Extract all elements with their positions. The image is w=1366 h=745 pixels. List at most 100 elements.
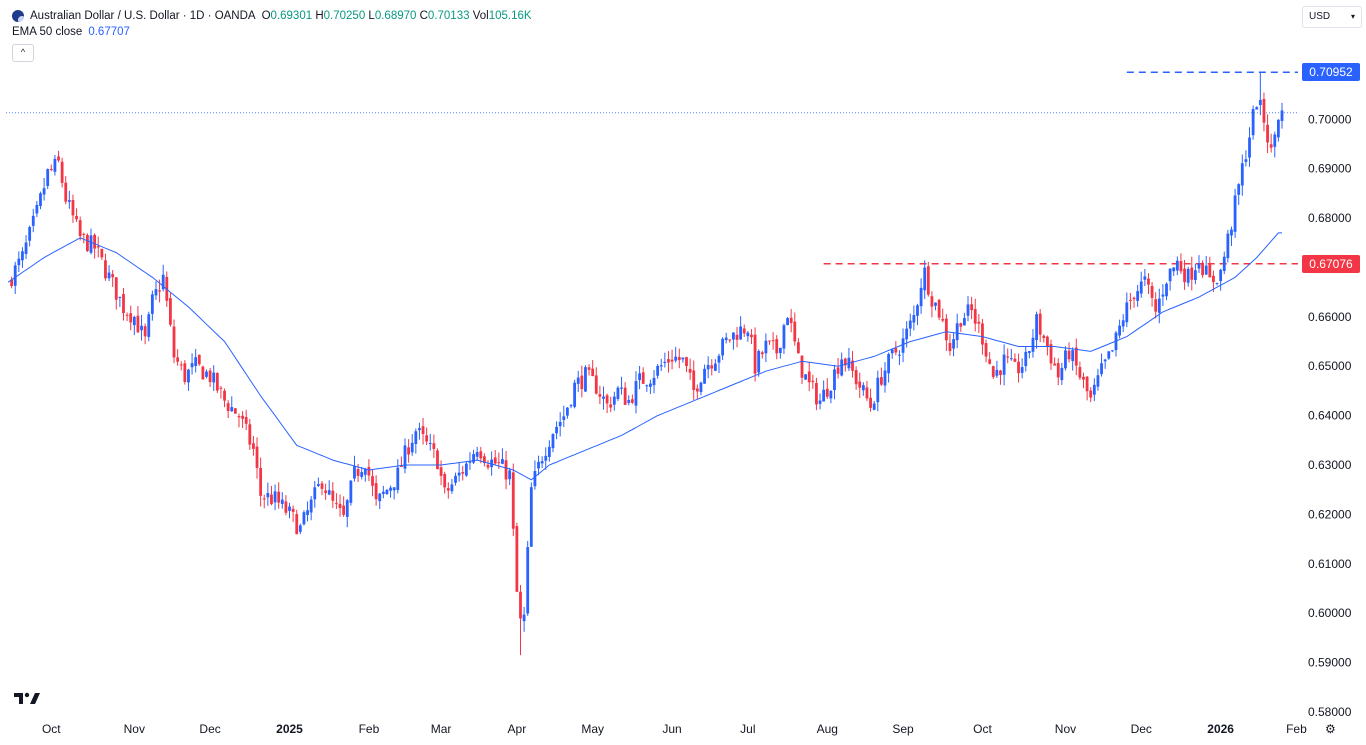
candle-body — [934, 302, 937, 306]
candle-body — [179, 364, 183, 366]
candle-body — [519, 591, 522, 619]
candle-body — [291, 508, 295, 512]
y-tick-label: 0.68000 — [1308, 211, 1352, 225]
candle-body — [757, 350, 761, 373]
ema-value: 0.67707 — [88, 26, 130, 38]
candle-body — [1002, 354, 1006, 375]
candle-body — [710, 365, 714, 369]
symbol-title[interactable]: Australian Dollar / U.S. Dollar · 1D · O… — [30, 10, 256, 22]
open-key: O — [261, 10, 271, 22]
candle-body — [1031, 337, 1035, 352]
candle-body — [1110, 350, 1114, 352]
x-tick-label: Oct — [973, 722, 992, 736]
candle-body — [963, 318, 966, 326]
candle-body — [89, 235, 93, 253]
candle-body — [313, 487, 317, 500]
candle-body — [930, 296, 934, 307]
candle-body — [1006, 356, 1010, 358]
candle-body — [468, 461, 472, 463]
candle-body — [952, 339, 955, 349]
candle-body — [1027, 351, 1031, 353]
candle-body — [883, 370, 887, 386]
candle-body — [1219, 269, 1223, 282]
candle-body — [1172, 267, 1176, 272]
candle-body — [360, 472, 364, 477]
candle-body — [533, 471, 537, 487]
candle-body — [1226, 233, 1230, 259]
candle-body — [111, 274, 115, 278]
high-key: H — [315, 10, 324, 22]
candle-body — [869, 397, 872, 408]
candle-body — [966, 304, 970, 316]
candle-body — [587, 367, 591, 370]
candle-body — [746, 332, 750, 337]
candle-body — [641, 372, 645, 384]
candle-body — [602, 396, 605, 399]
candle-body — [432, 443, 436, 449]
y-tick-label: 0.63000 — [1308, 458, 1352, 472]
candle-body — [1132, 297, 1136, 300]
candle-body — [223, 390, 226, 401]
tradingview-logo-icon[interactable] — [14, 690, 40, 706]
candle-body — [1251, 109, 1255, 136]
candle-body — [1269, 144, 1273, 148]
chart-legend: Australian Dollar / U.S. Dollar · 1D · O… — [12, 8, 532, 40]
x-tick-label: Nov — [124, 722, 145, 736]
candle-body — [194, 357, 198, 366]
candle-body — [1208, 264, 1212, 278]
candle-body — [1053, 363, 1057, 366]
candle-body — [854, 370, 858, 385]
candle-body — [100, 248, 104, 258]
collapse-legend-button[interactable]: ^ — [12, 44, 34, 62]
candle-body — [970, 304, 974, 311]
candle-body — [396, 467, 400, 490]
candle-body — [436, 450, 439, 470]
x-tick-label: 2025 — [276, 722, 303, 736]
candle-body — [1273, 134, 1277, 147]
candle-body — [551, 434, 555, 449]
candle-body — [233, 408, 237, 414]
currency-label: USD — [1309, 11, 1331, 22]
candle-body — [591, 368, 595, 377]
candle-body — [807, 371, 811, 383]
candle-body — [833, 369, 836, 391]
high-value: 0.70250 — [323, 10, 366, 22]
candle-body — [652, 377, 656, 386]
candle-body — [999, 370, 1002, 376]
candle-body — [977, 321, 981, 324]
candle-body — [508, 470, 512, 480]
candle-body — [1038, 313, 1042, 335]
candle-body — [208, 370, 212, 383]
candle-body — [284, 501, 288, 513]
candle-body — [53, 158, 57, 172]
gear-icon[interactable]: ⚙ — [1325, 722, 1336, 736]
candle-body — [786, 318, 789, 326]
x-tick-label: Jul — [740, 722, 755, 736]
currency-selector[interactable]: USD ▾ — [1302, 6, 1362, 28]
candle-body — [1276, 119, 1280, 138]
candle-body — [107, 272, 111, 279]
x-tick-label: Feb — [359, 722, 380, 736]
candle-body — [187, 369, 190, 383]
candle-body — [479, 451, 483, 459]
candle-body — [923, 267, 927, 291]
candle-body — [150, 294, 154, 314]
volume-key: Vol — [472, 10, 489, 22]
ema-label[interactable]: EMA 50 close — [12, 26, 83, 38]
ema-50-line — [7, 232, 1282, 481]
low-value: 0.68970 — [374, 10, 417, 22]
candle-body — [1197, 263, 1201, 269]
candle-body — [392, 487, 396, 491]
candle-body — [280, 499, 284, 504]
candle-body — [1017, 361, 1020, 374]
candle-body — [916, 305, 919, 316]
candle-body — [515, 526, 519, 592]
candle-body — [132, 316, 136, 326]
candle-body — [699, 382, 703, 393]
candle-body — [1255, 107, 1259, 110]
candle-body — [1233, 195, 1237, 232]
candle-body — [713, 363, 717, 371]
candle-body — [158, 290, 161, 292]
candle-body — [371, 476, 374, 486]
